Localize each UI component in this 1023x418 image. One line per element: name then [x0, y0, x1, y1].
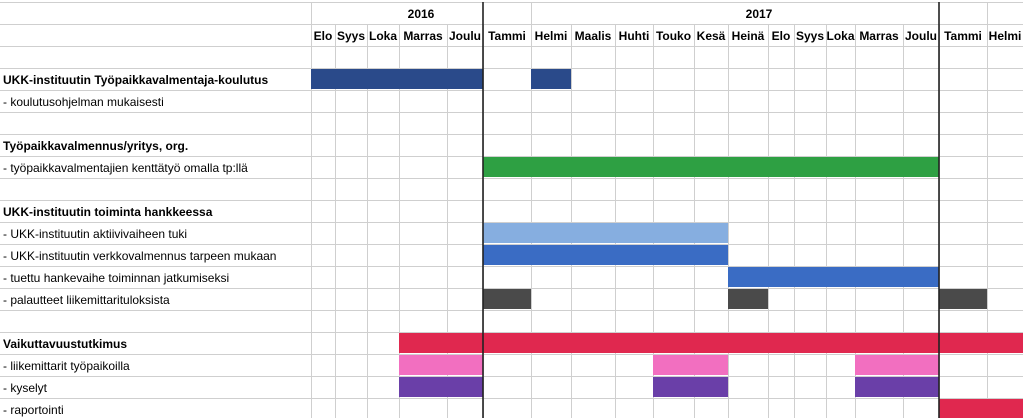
- month-label: Touko: [656, 29, 691, 43]
- row-label: - kyselyt: [3, 381, 48, 395]
- month-label: Elo: [314, 29, 333, 43]
- year-label: 2016: [408, 7, 435, 21]
- gantt-bar: [483, 245, 728, 265]
- row-label: - palautteet liikemittarituloksista: [3, 293, 170, 307]
- month-label: Helmi: [535, 29, 568, 43]
- row-label: - tuettu hankevaihe toiminnan jatkumisek…: [3, 271, 229, 285]
- gantt-bar: [728, 289, 768, 309]
- month-label: Marras: [859, 29, 899, 43]
- month-label: Syys: [337, 29, 365, 43]
- month-label: Elo: [772, 29, 791, 43]
- year-separators: [482, 2, 940, 418]
- gantt-bar: [939, 399, 1023, 418]
- month-label: Loka: [369, 29, 397, 43]
- row-label: - raportointi: [3, 403, 64, 417]
- row-label: - työpaikkavalmentajien kenttätyö omalla…: [3, 161, 248, 175]
- month-label: Loka: [826, 29, 854, 43]
- row-label: Vaikuttavuustutkimus: [3, 337, 127, 351]
- month-label: Marras: [403, 29, 443, 43]
- month-label: Syys: [796, 29, 824, 43]
- gantt-bar: [399, 333, 1023, 353]
- gantt-bar: [311, 69, 483, 89]
- gantt-bar: [399, 377, 483, 397]
- gantt-bar: [939, 289, 987, 309]
- row-label: UKK-instituutin toiminta hankkeessa: [3, 205, 213, 219]
- row-label: - UKK-instituutin verkkovalmennus tarpee…: [3, 249, 276, 263]
- month-label: Helmi: [989, 29, 1022, 43]
- gantt-bar: [855, 355, 939, 375]
- gantt-bar: [399, 355, 483, 375]
- month-label: Joulu: [905, 29, 937, 43]
- gantt-bar: [728, 267, 939, 287]
- gantt-bar: [653, 377, 728, 397]
- year-label: 2017: [746, 7, 773, 21]
- gantt-bar: [855, 377, 939, 397]
- gantt-bar: [483, 157, 939, 177]
- row-label: - UKK-instituutin aktiivivaiheen tuki: [3, 227, 187, 241]
- month-label: Heinä: [732, 29, 765, 43]
- gantt-bar: [483, 289, 531, 309]
- bars: [311, 69, 1023, 418]
- row-label: - koulutusohjelman mukaisesti: [3, 95, 164, 109]
- gantt-bar: [531, 69, 571, 89]
- gantt-bar: [483, 223, 728, 243]
- month-label: Kesä: [697, 29, 726, 43]
- month-label: Huhti: [619, 29, 650, 43]
- gantt-bar: [653, 355, 728, 375]
- row-label: - liikemittarit työpaikoilla: [3, 359, 130, 373]
- month-label: Joulu: [449, 29, 481, 43]
- month-label: Tammi: [944, 29, 982, 43]
- month-label: Maalis: [575, 29, 612, 43]
- row-label: Työpaikkavalmennus/yritys, org.: [3, 139, 188, 153]
- month-label: Tammi: [488, 29, 526, 43]
- row-label: UKK-instituutin Työpaikkavalmentaja-koul…: [3, 73, 268, 87]
